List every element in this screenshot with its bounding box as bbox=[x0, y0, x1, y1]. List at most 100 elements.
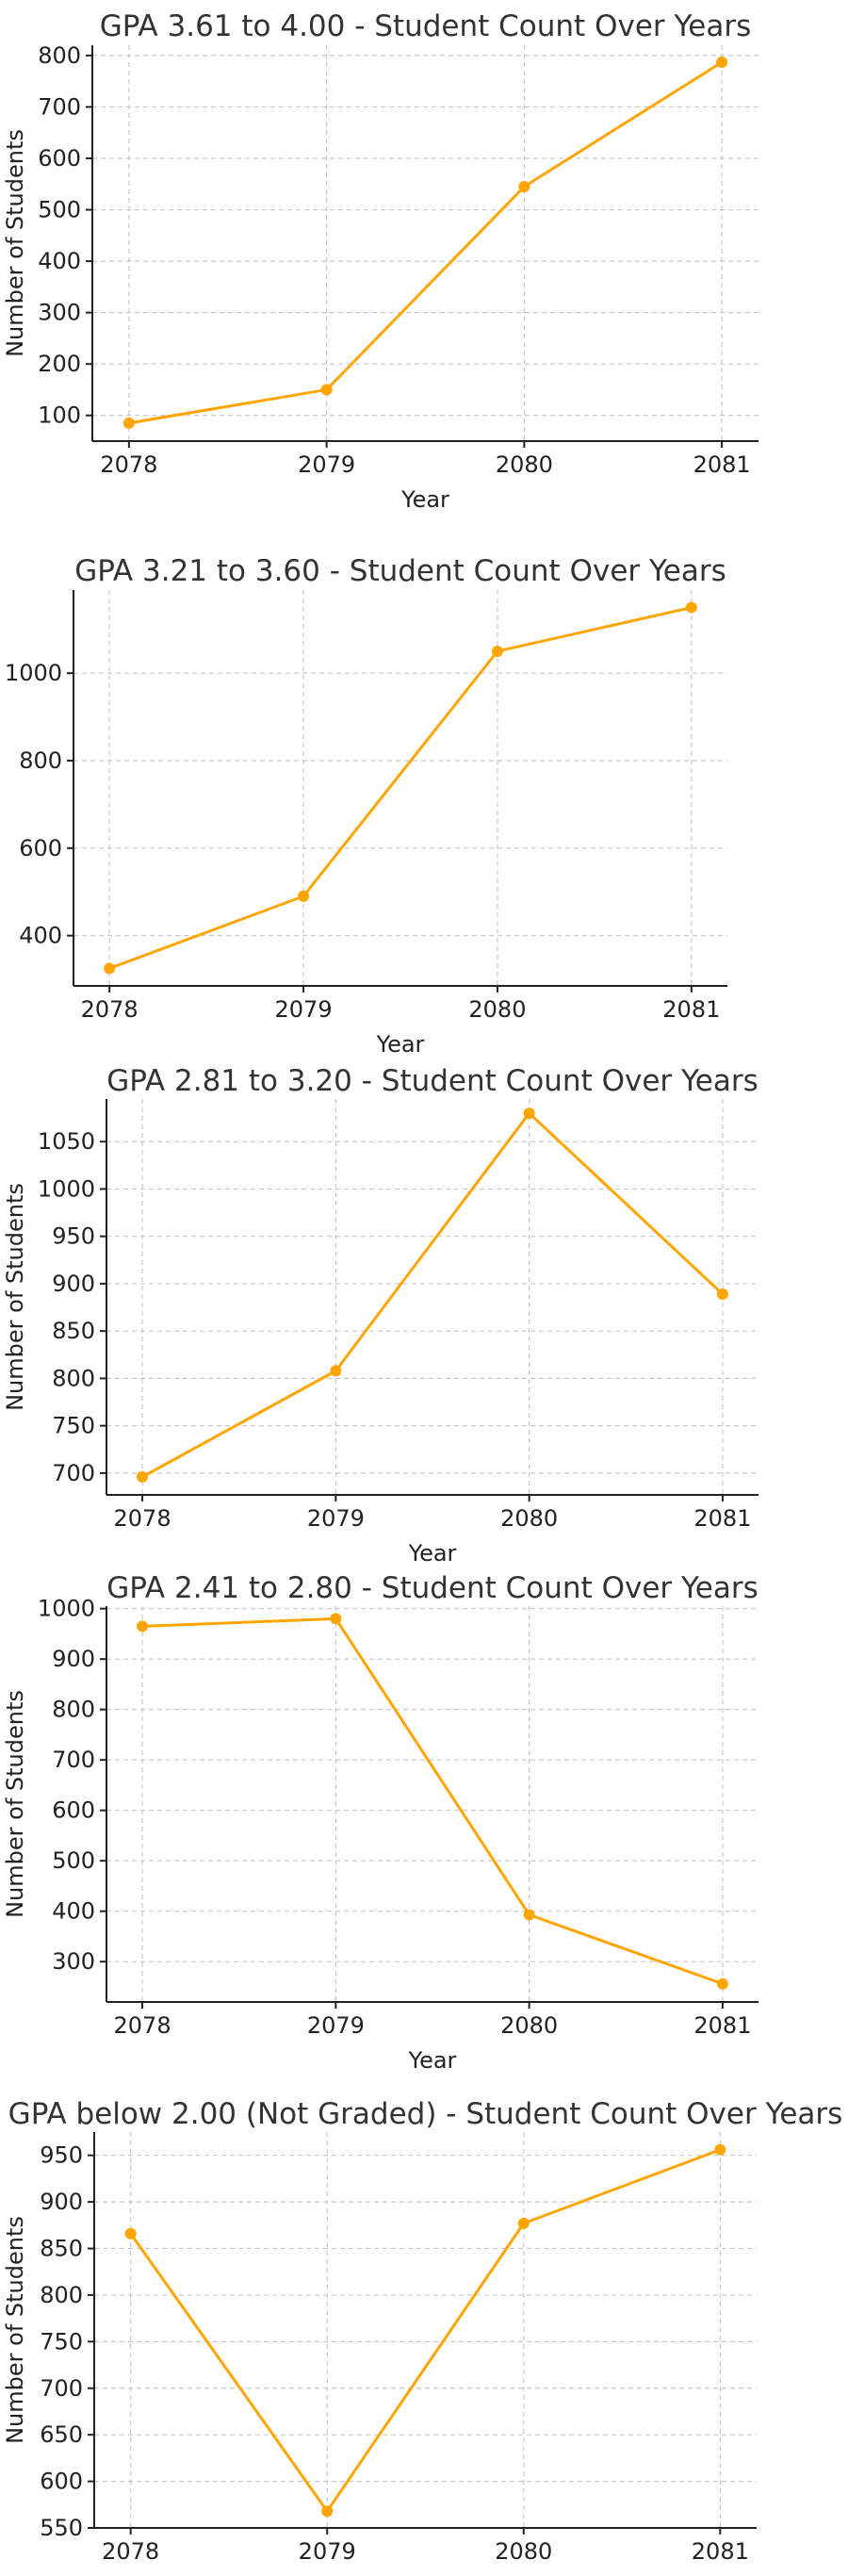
data-point bbox=[716, 1977, 728, 1990]
y-tick-label: 700 bbox=[52, 1460, 95, 1486]
data-point bbox=[523, 1909, 535, 1921]
y-tick-label: 800 bbox=[19, 747, 62, 774]
data-point bbox=[137, 1620, 149, 1633]
data-point bbox=[321, 2505, 334, 2518]
data-point bbox=[517, 2217, 530, 2229]
chart-title: GPA 3.61 to 4.00 - Student Count Over Ye… bbox=[100, 9, 752, 43]
chart-4: 2078 2079 2080 2081 300 400 500 600 700 800 900 100… bbox=[2, 1571, 758, 2074]
y-axis-label: Number of Students bbox=[2, 129, 28, 357]
y-tick-label: 1000 bbox=[38, 1175, 95, 1202]
y-tick-label: 600 bbox=[40, 2469, 83, 2495]
x-axis-label: Year bbox=[400, 2573, 449, 2576]
x-axis-label: Year bbox=[376, 1031, 425, 1058]
y-tick-label: 700 bbox=[52, 1747, 95, 1773]
data-point bbox=[523, 1108, 535, 1120]
series-line bbox=[142, 1616, 724, 1986]
x-tick-label: 2078 bbox=[100, 451, 157, 478]
data-point bbox=[298, 890, 310, 902]
y-axis-label: Number of Students bbox=[2, 2216, 28, 2444]
chart-title: GPA 3.21 to 3.60 - Student Count Over Ye… bbox=[74, 554, 726, 588]
series-line bbox=[108, 606, 693, 970]
x-tick-label: 2079 bbox=[307, 2012, 365, 2039]
data-point bbox=[518, 181, 530, 192]
series-line bbox=[141, 1111, 724, 1479]
y-tick-label: 550 bbox=[40, 2515, 83, 2541]
x-tick-label: 2081 bbox=[693, 2012, 751, 2039]
y-tick-label: 850 bbox=[52, 1318, 95, 1344]
x-axis-label: Year bbox=[400, 486, 449, 513]
x-tick-label: 2078 bbox=[114, 2012, 171, 2039]
y-tick-label: 1000 bbox=[38, 1596, 95, 1622]
y-tick-label: 800 bbox=[52, 1365, 95, 1391]
y-tick-label: 600 bbox=[38, 145, 81, 172]
x-tick-label: 2081 bbox=[693, 451, 751, 478]
x-tick-label: 2080 bbox=[468, 996, 526, 1023]
y-tick-label: 800 bbox=[38, 42, 81, 69]
y-axis-label: Number of Students bbox=[2, 1183, 28, 1411]
y-tick-label: 700 bbox=[38, 93, 81, 120]
y-tick-label: 800 bbox=[40, 2282, 83, 2308]
y-tick-label: 950 bbox=[52, 1223, 95, 1250]
data-point bbox=[714, 2143, 726, 2156]
y-tick-label: 400 bbox=[38, 248, 81, 274]
x-tick-label: 2080 bbox=[500, 1505, 558, 1532]
x-tick-label: 2080 bbox=[495, 2538, 552, 2565]
data-point bbox=[320, 384, 333, 396]
y-tick-label: 600 bbox=[19, 835, 62, 861]
y-tick-label: 900 bbox=[52, 1646, 95, 1672]
y-tick-label: 900 bbox=[40, 2189, 83, 2215]
y-tick-label: 500 bbox=[52, 1847, 95, 1874]
x-tick-label: 2079 bbox=[275, 996, 333, 1023]
x-tick-label: 2079 bbox=[298, 451, 355, 478]
y-tick-label: 400 bbox=[19, 923, 62, 949]
x-tick-label: 2080 bbox=[500, 2012, 558, 2039]
series-line bbox=[128, 60, 723, 425]
data-point bbox=[124, 2227, 137, 2240]
data-point bbox=[104, 962, 116, 975]
x-tick-label: 2080 bbox=[496, 451, 553, 478]
data-point bbox=[716, 57, 728, 68]
x-tick-label: 2079 bbox=[307, 1505, 365, 1532]
y-tick-label: 300 bbox=[52, 1948, 95, 1975]
y-tick-label: 950 bbox=[40, 2142, 83, 2169]
y-tick-label: 200 bbox=[38, 351, 81, 377]
x-tick-label: 2078 bbox=[81, 996, 139, 1023]
chart-title: GPA 2.41 to 2.80 - Student Count Over Ye… bbox=[106, 1571, 758, 1605]
y-axis-label: Number of Students bbox=[2, 1690, 28, 1918]
y-tick-label: 850 bbox=[40, 2236, 83, 2262]
y-tick-label: 100 bbox=[38, 402, 81, 429]
data-point bbox=[122, 417, 135, 429]
chart-1: 2078 2079 2080 2081 100 200 300 400 500 600 700 800… bbox=[2, 9, 758, 513]
x-axis-label: Year bbox=[408, 2047, 457, 2074]
y-tick-label: 750 bbox=[40, 2328, 83, 2354]
y-tick-label: 900 bbox=[52, 1271, 95, 1297]
data-point bbox=[491, 645, 503, 657]
y-tick-label: 1000 bbox=[5, 660, 62, 686]
x-tick-label: 2078 bbox=[114, 1505, 171, 1532]
y-tick-label: 750 bbox=[52, 1413, 95, 1439]
x-axis-label: Year bbox=[408, 1540, 457, 1567]
y-tick-label: 300 bbox=[38, 300, 81, 326]
x-tick-label: 2081 bbox=[662, 996, 720, 1023]
y-tick-label: 800 bbox=[52, 1697, 95, 1723]
chart-title: GPA below 2.00 (Not Graded) - Student Co… bbox=[8, 2097, 843, 2131]
x-tick-label: 2078 bbox=[102, 2538, 159, 2565]
chart-5: 2078 2079 2080 2081 550 600 650 700 750 800 850 900… bbox=[2, 2097, 842, 2576]
data-point bbox=[137, 1470, 149, 1483]
x-tick-label: 2081 bbox=[693, 1505, 751, 1532]
y-tick-label: 600 bbox=[52, 1797, 95, 1824]
chart-3: 2078 2079 2080 2081 700 750 800 850 900 950 1000 10… bbox=[2, 1064, 758, 1567]
chart-2: 2078 2079 2080 2081 400 600 800 1000 GPA 3.21 to… bbox=[5, 554, 727, 1058]
y-tick-label: 400 bbox=[52, 1898, 95, 1925]
x-tick-label: 2081 bbox=[692, 2538, 749, 2565]
x-tick-label: 2079 bbox=[299, 2538, 356, 2565]
y-tick-label: 500 bbox=[38, 197, 81, 223]
y-tick-label: 650 bbox=[40, 2421, 83, 2448]
y-tick-label: 1050 bbox=[38, 1128, 95, 1155]
y-tick-label: 700 bbox=[40, 2375, 83, 2402]
data-point bbox=[716, 1288, 728, 1300]
data-point bbox=[330, 1365, 342, 1377]
data-point bbox=[330, 1613, 342, 1625]
data-point bbox=[685, 601, 697, 614]
